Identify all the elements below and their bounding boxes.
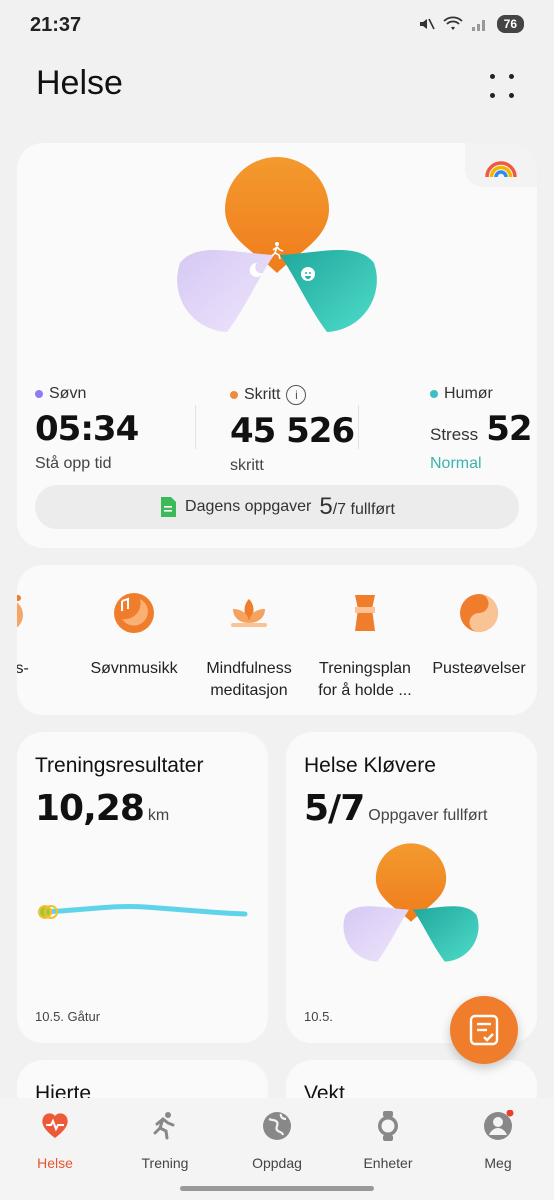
nav-label: Oppdag (252, 1155, 302, 1171)
heart-icon (42, 1113, 68, 1138)
daily-tasks-bar[interactable]: Dagens oppgaver 5/7 fullført (35, 485, 519, 529)
tile-footer: 10.5. Gåtur (35, 1009, 101, 1024)
shortcut-item[interactable]: holds-gg (17, 591, 72, 702)
sleep-metric[interactable]: Søvn 05:34 Stå opp tid (35, 385, 139, 473)
nav-label: Trening (141, 1155, 189, 1171)
clover-mood-petal (280, 249, 377, 332)
shortcut-label: Treningsplan (319, 660, 411, 677)
bottom-navigation: Helse Trening Oppdag Enheter Meg (0, 1098, 554, 1200)
breathing-icon (460, 594, 498, 632)
mute-icon (419, 18, 435, 30)
globe-icon (263, 1112, 291, 1140)
shortcut-label: Mindfulness (206, 660, 292, 677)
shortcut-label: holds- (17, 660, 29, 677)
more-options-button[interactable] (488, 72, 516, 100)
tasks-fab-button[interactable] (450, 996, 518, 1064)
tile-footer: 10.5. (304, 1009, 333, 1024)
running-icon (271, 242, 284, 260)
route-graphic (38, 903, 248, 919)
steps-label: Skritt (244, 386, 281, 403)
watch-icon (378, 1111, 398, 1141)
distance-unit: km (147, 807, 170, 824)
sleep-sub: Stå opp tid (35, 455, 112, 472)
signal-icon (471, 20, 485, 31)
shortcut-label: Pusteøvelser (432, 660, 526, 677)
shortcut-item[interactable]: Søvnmusikk (69, 591, 199, 680)
sleep-dot (35, 390, 43, 398)
alarm-clock-icon (17, 595, 23, 628)
clover-graphic (177, 157, 377, 332)
body-icon (355, 595, 375, 631)
clover-steps-petal (225, 157, 329, 273)
document-icon (161, 497, 177, 517)
tile-title: Helse Kløvere (304, 754, 436, 777)
rainbow-button[interactable] (465, 143, 537, 187)
home-indicator[interactable] (180, 1186, 374, 1191)
shortcut-label: for å holde ... (318, 682, 412, 699)
clover-progress: 5/7 (304, 788, 365, 829)
training-results-tile[interactable]: Treningsresultater 10,28 km 10.5. Gåtur (17, 732, 268, 1043)
nav-label: Meg (484, 1155, 512, 1171)
nav-item-oppdag[interactable]: Oppdag (227, 1110, 327, 1171)
steps-sub: skritt (230, 457, 264, 474)
mood-dot (430, 390, 438, 398)
nav-item-enheter[interactable]: Enheter (338, 1110, 438, 1171)
page-title: Helse (36, 64, 123, 102)
info-icon[interactable]: i (286, 385, 307, 405)
sleep-label: Søvn (49, 385, 87, 402)
shortcut-label: gg (17, 680, 72, 702)
shortcut-item[interactable]: Treningsplan for å holde ... (300, 591, 430, 702)
rainbow-icon (485, 161, 517, 178)
tile-title: Treningsresultater (35, 754, 204, 777)
status-icons: 76 (417, 15, 524, 33)
divider (358, 405, 359, 449)
clover-progress-label: Oppgaver fullført (368, 807, 488, 824)
steps-dot (230, 391, 238, 399)
health-clover-tile[interactable]: Helse Kløvere 5/7 Oppgaver fullført 10.5. (286, 732, 537, 1043)
mood-status: Normal (430, 455, 482, 472)
nav-item-trening[interactable]: Trening (115, 1110, 215, 1171)
clover-sleep-petal (177, 249, 274, 332)
steps-metric[interactable]: Skritt i 45 526 skritt (230, 385, 355, 475)
lotus-icon (231, 599, 267, 627)
mini-clover-graphic (343, 843, 479, 962)
mood-metric[interactable]: Humør Stress 52 Normal (430, 385, 533, 473)
wifi-icon (443, 16, 463, 30)
nav-item-meg[interactable]: Meg (448, 1109, 548, 1171)
profile-icon (484, 1109, 514, 1140)
running-icon (153, 1112, 175, 1140)
sleep-value: 05:34 (35, 409, 139, 449)
health-clover-card[interactable]: Søvn 05:34 Stå opp tid Skritt i 45 526 sk… (17, 143, 537, 548)
moon-icon (249, 262, 263, 277)
smile-icon (301, 267, 315, 281)
sleep-music-icon (114, 593, 154, 633)
tasks-total: /7 fullført (332, 501, 395, 518)
notification-dot (506, 1109, 514, 1117)
status-bar: 21:37 76 (0, 0, 554, 52)
shortcut-label: Søvnmusikk (90, 660, 178, 677)
shortcut-label: meditasjon (210, 682, 288, 699)
nav-item-helse[interactable]: Helse (5, 1110, 105, 1171)
shortcut-item[interactable]: Mindfulness meditasjon (184, 591, 314, 702)
battery-indicator: 76 (496, 15, 524, 33)
steps-value: 45 526 (230, 411, 355, 451)
tasks-done: 5 (319, 493, 333, 520)
mood-label: Humør (444, 385, 493, 402)
tasks-label: Dagens oppgaver (185, 498, 312, 515)
stress-value: 52 (486, 409, 532, 449)
checklist-icon (469, 1014, 499, 1046)
nav-label: Enheter (363, 1155, 413, 1171)
nav-label: Helse (37, 1155, 73, 1171)
stress-label: Stress (430, 425, 479, 444)
divider (195, 405, 196, 449)
shortcut-item[interactable]: Pusteøvelser (414, 591, 537, 680)
status-time: 21:37 (30, 14, 82, 36)
distance-value: 10,28 (35, 788, 145, 829)
shortcuts-card: holds-gg Søvnmusikk Mindfulness meditasjo… (17, 565, 537, 715)
